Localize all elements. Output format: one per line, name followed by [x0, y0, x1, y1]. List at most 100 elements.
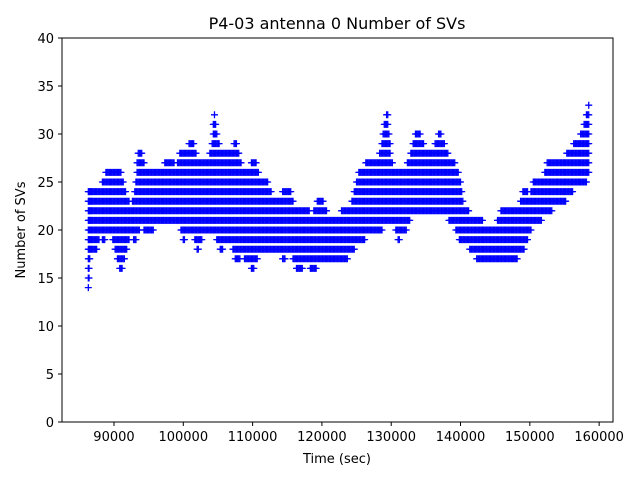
y-tick-label: 15 [37, 272, 54, 287]
data-point [86, 255, 94, 263]
data-point [123, 245, 131, 253]
data-point [190, 140, 198, 148]
data-point [465, 207, 473, 215]
data-point [264, 178, 272, 186]
data-point [350, 245, 358, 253]
x-tick-label: 130000 [366, 430, 416, 445]
data-point [289, 197, 297, 205]
data-point [478, 216, 486, 224]
data-point [281, 255, 289, 263]
data-point [212, 120, 220, 128]
data-point [210, 111, 218, 119]
data-point [437, 130, 445, 138]
data-point [312, 264, 320, 272]
data-point [237, 159, 245, 167]
data-point [388, 159, 396, 167]
data-point [402, 226, 410, 234]
x-tick-label: 150000 [505, 430, 555, 445]
x-axis-label: Time (sec) [302, 452, 371, 467]
x-tick-label: 100000 [158, 430, 208, 445]
data-point [384, 111, 392, 119]
data-point [444, 149, 452, 157]
data-point [194, 245, 202, 253]
data-point [149, 226, 157, 234]
data-point [101, 236, 109, 244]
data-point [451, 159, 459, 167]
data-point [384, 120, 392, 128]
data-point [232, 140, 240, 148]
y-tick-label: 40 [37, 32, 54, 47]
x-axis: 90000 100000 110000 120000 130000 140000 15000… [93, 422, 624, 445]
data-point [585, 101, 593, 109]
data-point [84, 284, 92, 292]
y-axis-label: Number of SVs [14, 181, 29, 278]
y-tick-label: 25 [37, 176, 54, 191]
chart-title: P4-03 antenna 0 Number of SVs [209, 14, 466, 33]
data-point [213, 130, 221, 138]
y-tick-label: 35 [37, 80, 54, 95]
data-point [378, 226, 386, 234]
data-point [385, 130, 393, 138]
data-point [459, 197, 467, 205]
y-tick-label: 20 [37, 224, 54, 239]
data-point [454, 168, 462, 176]
data-point [585, 120, 593, 128]
x-tick-label: 110000 [228, 430, 278, 445]
data-point [527, 226, 535, 234]
data-point [219, 245, 227, 253]
data-point [198, 236, 206, 244]
data-point [119, 178, 127, 186]
data-point [361, 236, 369, 244]
data-point [457, 178, 465, 186]
data-point [215, 140, 223, 148]
data-point [323, 207, 331, 215]
data-point [416, 130, 424, 138]
data-point [585, 159, 593, 167]
data-point [254, 168, 262, 176]
data-point [140, 159, 148, 167]
data-points [84, 101, 593, 292]
data-point [585, 130, 593, 138]
data-point [319, 197, 327, 205]
data-point [585, 168, 593, 176]
data-point [440, 140, 448, 148]
data-point [548, 207, 556, 215]
data-point [513, 255, 521, 263]
y-tick-label: 10 [37, 320, 54, 335]
data-point [118, 264, 126, 272]
data-point [298, 264, 306, 272]
x-tick-label: 140000 [436, 430, 486, 445]
data-point [585, 140, 593, 148]
data-point [585, 111, 593, 119]
data-point [138, 149, 146, 157]
data-point [250, 264, 258, 272]
data-point [386, 149, 394, 157]
data-point [287, 188, 295, 196]
data-point [93, 245, 101, 253]
data-point [458, 188, 466, 196]
data-point [180, 236, 188, 244]
data-point [386, 140, 394, 148]
data-point [120, 255, 128, 263]
data-point [117, 168, 125, 176]
data-point [562, 197, 570, 205]
y-axis: 0 5 10 15 20 25 30 35 40 [37, 32, 62, 431]
data-point [235, 149, 243, 157]
x-tick-label: 160000 [574, 430, 624, 445]
x-tick-label: 90000 [93, 430, 134, 445]
data-point [524, 236, 532, 244]
data-point [122, 188, 130, 196]
data-point [85, 274, 93, 282]
data-point [192, 149, 200, 157]
data-point [252, 159, 260, 167]
data-point [406, 216, 414, 224]
x-tick-label: 120000 [297, 430, 347, 445]
data-point [132, 236, 140, 244]
y-tick-label: 0 [46, 416, 54, 431]
data-point [420, 140, 428, 148]
data-point [395, 236, 403, 244]
data-point [582, 178, 590, 186]
y-tick-label: 30 [37, 128, 54, 143]
data-point [253, 255, 261, 263]
